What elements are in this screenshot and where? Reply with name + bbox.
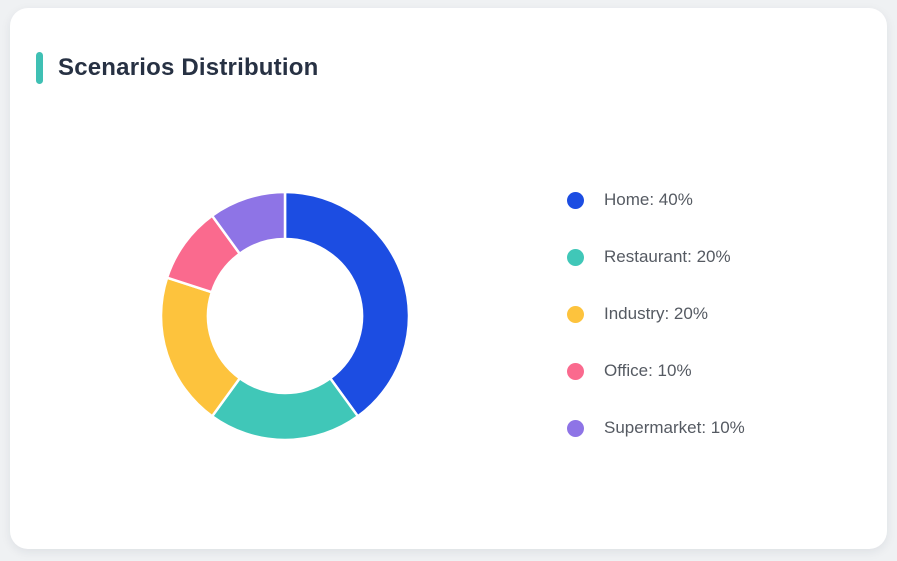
legend-dot-restaurant bbox=[567, 248, 584, 266]
scenarios-distribution-card: Scenarios Distribution Home: 40% Restaur… bbox=[10, 8, 887, 549]
card-header: Scenarios Distribution bbox=[36, 52, 318, 84]
donut-slice-industry[interactable] bbox=[159, 276, 241, 418]
legend-dot-industry bbox=[567, 305, 584, 323]
legend-item-supermarket[interactable]: Supermarket: 10% bbox=[567, 418, 745, 438]
title-accent-bar bbox=[36, 52, 43, 84]
legend-dot-home bbox=[567, 191, 584, 209]
card-title: Scenarios Distribution bbox=[58, 54, 319, 81]
legend-dot-office bbox=[567, 362, 584, 380]
chart-legend: Home: 40% Restaurant: 20% Industry: 20% … bbox=[567, 190, 745, 475]
legend-label-office: Office: 10% bbox=[604, 361, 692, 380]
legend-dot-supermarket bbox=[567, 419, 584, 437]
legend-item-restaurant[interactable]: Restaurant: 20% bbox=[567, 247, 745, 267]
legend-item-home[interactable]: Home: 40% bbox=[567, 190, 745, 210]
legend-label-restaurant: Restaurant: 20% bbox=[604, 247, 731, 266]
legend-item-industry[interactable]: Industry: 20% bbox=[567, 304, 745, 324]
legend-item-office[interactable]: Office: 10% bbox=[567, 361, 745, 381]
donut-slice-home[interactable] bbox=[283, 190, 411, 418]
legend-label-home: Home: 40% bbox=[604, 190, 693, 209]
legend-label-supermarket: Supermarket: 10% bbox=[604, 418, 745, 437]
donut-slice-supermarket[interactable] bbox=[210, 190, 287, 255]
legend-label-industry: Industry: 20% bbox=[604, 304, 708, 323]
donut-chart[interactable] bbox=[150, 181, 420, 451]
